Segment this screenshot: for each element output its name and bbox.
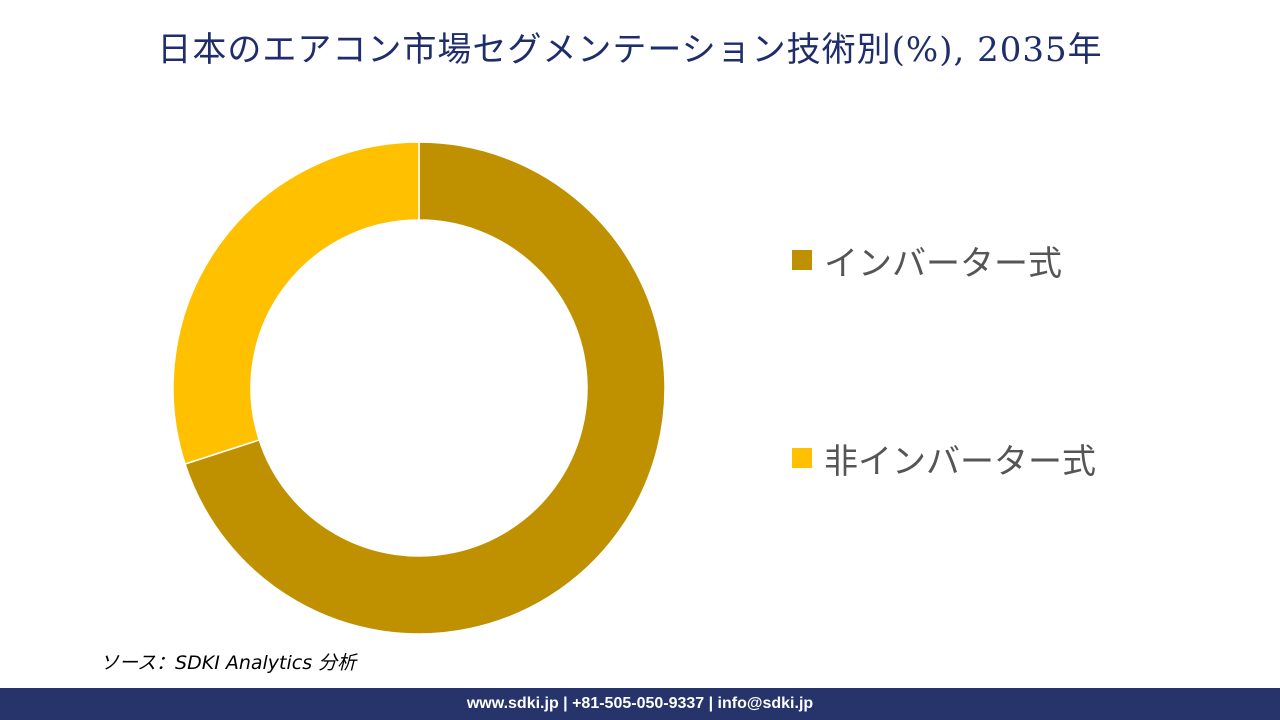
donut-slice-non-inverter (172, 141, 420, 465)
legend-label-non-inverter: 非インバーター式 (824, 441, 1096, 482)
footer-bar: www.sdki.jp | +81-505-050-9337 | info@sd… (0, 688, 1280, 720)
footer-contact: www.sdki.jp | +81-505-050-9337 | info@sd… (466, 695, 814, 712)
donut-slice-inverter (184, 141, 666, 635)
legend-swatch-inverter (792, 250, 812, 270)
source-note: ソース：SDKI Analytics 分析 (100, 652, 357, 674)
legend-item-inverter: インバーター式 (792, 230, 1096, 290)
chart-legend: インバーター式 非インバーター式 (792, 230, 1096, 488)
legend-label-inverter: インバーター式 (824, 243, 1062, 284)
legend-item-non-inverter: 非インバーター式 (792, 428, 1096, 488)
chart-title: 日本のエアコン市場セグメンテーション技術別(%), 2035年 (157, 30, 1103, 70)
legend-swatch-non-inverter (792, 448, 812, 468)
